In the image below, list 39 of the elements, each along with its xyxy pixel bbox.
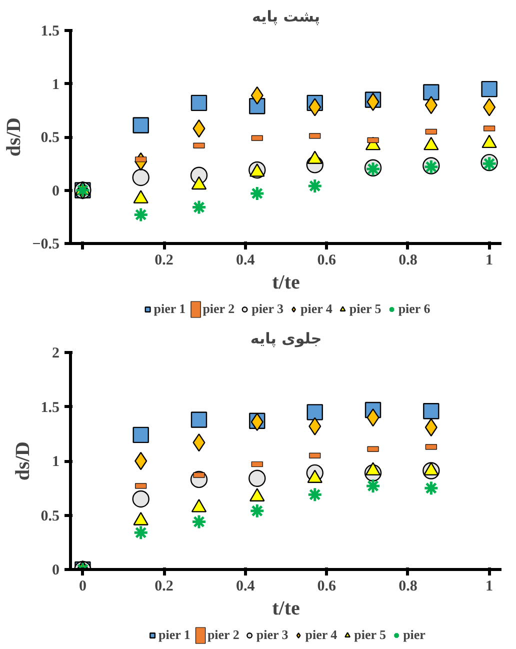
x-axis-title: t/te [272, 272, 300, 294]
y-tick-label: 1 [52, 454, 60, 470]
x-tick-label: 0.6 [317, 252, 337, 268]
legend-label: pier 2 [202, 301, 235, 317]
legend-label: pier 2 [207, 627, 240, 643]
legend-label: pier 5 [349, 301, 382, 317]
y-tick-label: 0.5 [40, 508, 60, 524]
x-tick-label: 1 [486, 252, 494, 268]
y-tick-label: 0 [52, 562, 60, 578]
legend-label: pier 4 [300, 301, 332, 317]
legend-label: pier 3 [252, 301, 284, 317]
x-tick-label: 1 [486, 578, 494, 594]
x-tick-label: 0.2 [154, 578, 174, 594]
y-tick-label: 1 [52, 76, 60, 93]
chart-title: جلوی پایه [250, 330, 322, 348]
x-tick-label: 0.4 [236, 578, 256, 594]
x-tick-label: 0.4 [236, 252, 256, 268]
y-tick-label: −0.5 [32, 236, 60, 252]
legend-label: pier 1 [154, 301, 186, 317]
legend-label: pier 1 [158, 627, 190, 643]
legend-label: pier 6 [398, 301, 430, 317]
legend-label: pier 5 [354, 627, 386, 643]
y-tick-label: 0 [52, 183, 60, 200]
x-tick-label: 0.2 [154, 252, 174, 268]
x-tick-label: 0.6 [317, 578, 337, 594]
x-axis-title: t/te [272, 598, 300, 620]
x-tick-label: 0 [78, 578, 86, 594]
y-axis-title: ds/D [3, 118, 26, 156]
y-axis-title: ds/D [12, 442, 34, 480]
legend-label: pier [403, 627, 426, 643]
x-tick-label: 0.8 [398, 252, 418, 268]
y-tick-label: 1.5 [40, 24, 60, 40]
legend-label: pier 4 [305, 627, 338, 643]
x-tick-label: 0.8 [398, 578, 418, 594]
y-tick-label: 1.5 [40, 400, 60, 416]
legend-label: pier 3 [256, 627, 288, 643]
y-tick-label: 2 [52, 346, 60, 362]
y-tick-label: 0.5 [40, 130, 60, 146]
chart-title: پشت پایه [252, 8, 320, 26]
